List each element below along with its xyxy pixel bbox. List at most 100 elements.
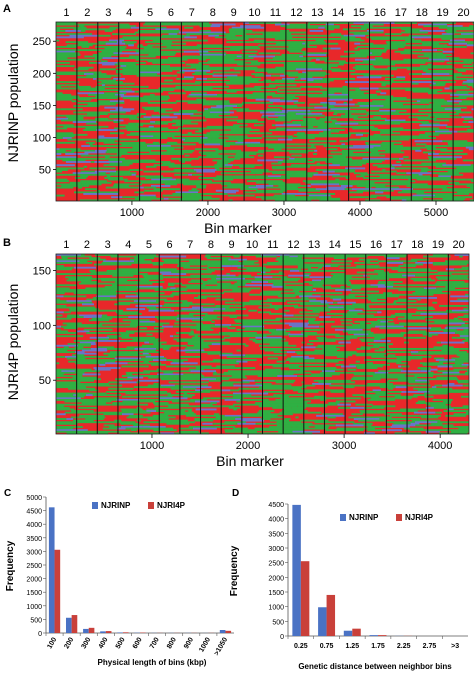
heatmap-cell bbox=[426, 60, 445, 63]
heatmap-cell bbox=[212, 373, 233, 376]
heatmap-cell bbox=[241, 137, 262, 139]
heatmap-cell bbox=[418, 351, 446, 354]
heatmap-cell bbox=[66, 44, 93, 47]
heatmap-cell bbox=[370, 151, 379, 154]
heatmap-cell bbox=[185, 138, 212, 141]
heatmap-cell bbox=[228, 406, 240, 409]
heatmap-cell bbox=[312, 285, 318, 288]
heatmap-cell bbox=[340, 285, 346, 288]
heatmap-cell bbox=[318, 269, 346, 272]
heatmap-cell bbox=[436, 376, 449, 379]
heatmap-cell bbox=[447, 429, 469, 432]
heatmap-cell bbox=[151, 261, 166, 264]
heatmap-cell bbox=[72, 376, 98, 379]
heatmap-cell bbox=[180, 408, 193, 411]
heatmap-cell bbox=[318, 266, 322, 269]
heatmap-cell bbox=[228, 258, 247, 261]
heatmap-cell bbox=[278, 260, 307, 263]
heatmap-cell bbox=[56, 381, 81, 384]
heatmap-cell bbox=[249, 41, 262, 44]
heatmap-cell bbox=[170, 362, 198, 365]
heatmap-cell bbox=[210, 261, 237, 264]
heatmap-cell bbox=[416, 293, 434, 296]
heatmap-cell bbox=[206, 103, 224, 106]
heatmap-cell bbox=[259, 344, 282, 347]
heatmap-cell bbox=[61, 325, 65, 328]
heatmap-cell bbox=[319, 397, 336, 400]
heatmap-cell bbox=[160, 58, 184, 61]
heatmap-cell bbox=[242, 332, 257, 334]
heatmap-cell bbox=[425, 430, 440, 433]
heatmap-cell bbox=[288, 298, 317, 301]
heatmap-cell bbox=[405, 303, 427, 306]
heatmap-cell bbox=[159, 386, 183, 389]
heatmap-cell bbox=[120, 408, 143, 411]
heatmap-cell bbox=[427, 177, 451, 179]
heatmap-cell bbox=[109, 172, 137, 175]
heatmap-cell bbox=[97, 384, 123, 387]
heatmap-cell bbox=[211, 320, 215, 323]
heatmap-cell bbox=[231, 397, 244, 400]
heatmap-cell bbox=[80, 290, 94, 293]
chromosome-label: 5 bbox=[147, 7, 153, 19]
bar-njrinp bbox=[83, 628, 89, 633]
heatmap-cell bbox=[277, 375, 298, 377]
heatmap-cell bbox=[108, 157, 125, 160]
heatmap-cell bbox=[112, 402, 138, 405]
heatmap-cell bbox=[425, 113, 431, 115]
heatmap-cell bbox=[332, 162, 358, 165]
heatmap-cell bbox=[242, 269, 258, 272]
chromosome-label: 17 bbox=[395, 7, 407, 19]
heatmap-cell bbox=[188, 410, 192, 412]
heatmap-cell bbox=[443, 410, 456, 412]
heatmap-cell bbox=[171, 124, 184, 127]
heatmap-cell bbox=[85, 403, 112, 406]
heatmap-cell bbox=[273, 284, 286, 287]
heatmap-cell bbox=[275, 23, 290, 26]
heatmap-cell bbox=[427, 273, 434, 276]
x-tick-label: 900 bbox=[183, 636, 195, 650]
heatmap-cell bbox=[419, 186, 447, 189]
heatmap-cell bbox=[328, 164, 340, 167]
heatmap-cell bbox=[422, 363, 442, 366]
heatmap-cell bbox=[198, 292, 224, 295]
heatmap-cell bbox=[62, 137, 72, 139]
heatmap-cell bbox=[301, 332, 317, 334]
heatmap-cell bbox=[367, 429, 382, 432]
heatmap-cell bbox=[442, 50, 455, 53]
heatmap-cell bbox=[345, 39, 365, 42]
heatmap-cell bbox=[167, 394, 190, 397]
heatmap-cell bbox=[268, 183, 274, 186]
heatmap-cell bbox=[168, 36, 172, 39]
heatmap-cell bbox=[445, 351, 467, 354]
heatmap-cell bbox=[236, 349, 241, 352]
heatmap-cell bbox=[110, 186, 132, 189]
heatmap-cell bbox=[261, 290, 290, 293]
heatmap-cell bbox=[87, 360, 116, 363]
heatmap-cell bbox=[263, 79, 272, 82]
heatmap-cell bbox=[448, 42, 468, 45]
heatmap-cell bbox=[164, 403, 175, 406]
heatmap-cell bbox=[271, 22, 282, 24]
heatmap-cell bbox=[381, 359, 407, 362]
heatmap-cell bbox=[204, 255, 211, 258]
heatmap-cell bbox=[181, 111, 210, 114]
heatmap-cell bbox=[74, 370, 100, 373]
heatmap-cell bbox=[338, 406, 351, 409]
y-tick-label: 1000 bbox=[26, 604, 42, 611]
heatmap-cell bbox=[64, 325, 90, 328]
heatmap-cell bbox=[312, 368, 331, 371]
x-tick-label: 1.25 bbox=[345, 643, 359, 650]
heatmap-cell bbox=[272, 375, 278, 377]
heatmap-cell bbox=[136, 69, 147, 72]
heatmap-cell bbox=[341, 92, 358, 95]
heatmap-cell bbox=[235, 141, 250, 144]
heatmap-cell bbox=[188, 387, 197, 390]
heatmap-cell bbox=[403, 87, 430, 90]
heatmap-cell bbox=[79, 25, 85, 28]
heatmap-cell bbox=[174, 309, 201, 312]
heatmap-cell bbox=[143, 186, 157, 189]
heatmap-cell bbox=[415, 261, 433, 264]
heatmap-cell bbox=[287, 49, 302, 52]
chromosome-label: 1 bbox=[63, 7, 69, 19]
